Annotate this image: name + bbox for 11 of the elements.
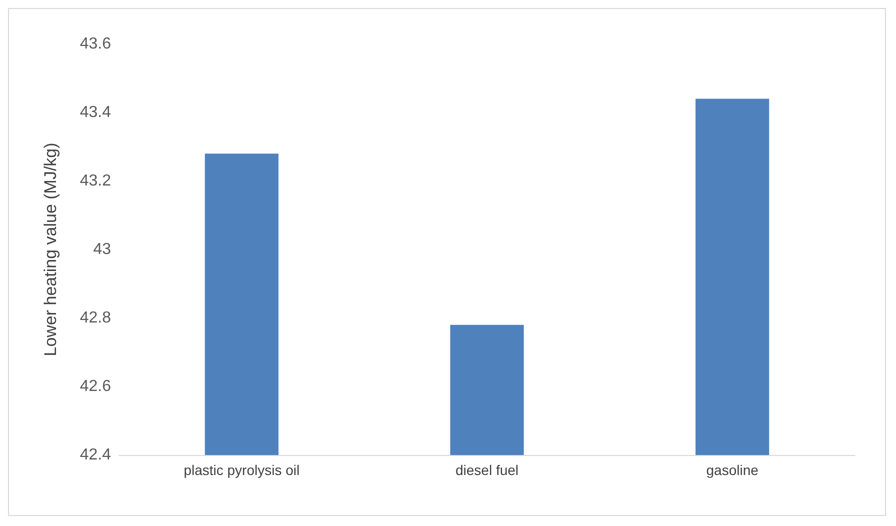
y-tick-label: 43.2 <box>80 172 112 190</box>
y-axis-title: Lower heating value (MJ/kg) <box>41 142 60 356</box>
y-tick-label: 43 <box>93 241 112 258</box>
y-tick-label: 42.8 <box>80 310 112 326</box>
y-tick-label: 42.6 <box>80 378 112 395</box>
y-tick-label: 43.6 <box>80 36 112 52</box>
y-tick-label: 43.4 <box>80 104 112 121</box>
x-tick-label: gasoline <box>706 462 759 478</box>
x-tick-label: diesel fuel <box>455 462 519 478</box>
x-tick-label: plastic pyrolysis oil <box>184 462 300 478</box>
y-tick-label: 42.4 <box>80 446 112 464</box>
